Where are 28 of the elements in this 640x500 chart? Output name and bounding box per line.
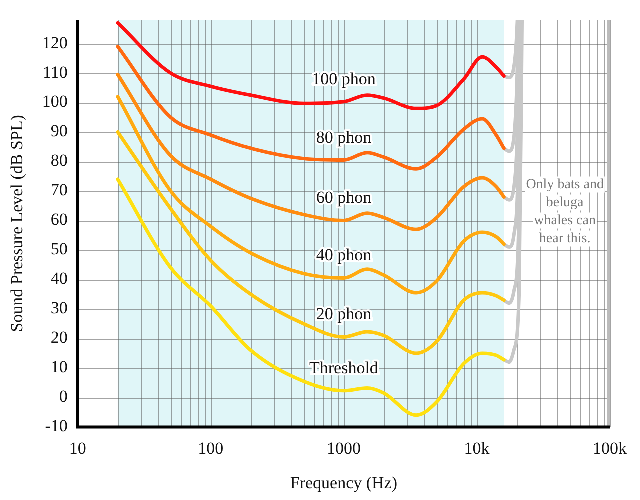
series-label: 100 phon (312, 69, 376, 88)
y-tick-label: 50 (50, 240, 68, 259)
series-label: Threshold (309, 358, 379, 378)
x-tick-label: 1000 (326, 438, 361, 458)
y-tick-label: 0 (59, 387, 68, 406)
y-tick-label: 10 (50, 358, 68, 377)
series-label: 60 phon (316, 188, 372, 208)
y-tick-label: 110 (43, 62, 68, 82)
y-axis-title: Sound Pressure Level (dB SPL) (8, 115, 27, 332)
x-tick-label: 10k (464, 438, 490, 458)
y-tick-label: 70 (50, 180, 68, 200)
x-tick-label: 100k (593, 438, 628, 458)
series-label: 80 phon (316, 128, 372, 147)
y-tick-label: 20 (50, 328, 68, 348)
y-tick-label: 40 (50, 269, 68, 288)
y-tick-label: 80 (50, 151, 68, 170)
series-label: 40 phon (316, 246, 372, 265)
y-tick-label: 90 (50, 122, 68, 141)
y-tick-label: 120 (42, 33, 68, 52)
y-tick-label: 60 (50, 210, 68, 230)
x-axis-title: Frequency (Hz) (290, 473, 398, 492)
annotation: Only bats and beluga whales can hear this. (526, 177, 604, 246)
y-tick-label: 100 (42, 92, 68, 112)
y-tick-label: 30 (50, 298, 68, 318)
x-tick-label: 10 (69, 438, 86, 458)
series-label: 20 phon (316, 304, 372, 324)
x-tick-label: 100 (198, 438, 224, 458)
y-tick-label: -10 (45, 416, 68, 436)
